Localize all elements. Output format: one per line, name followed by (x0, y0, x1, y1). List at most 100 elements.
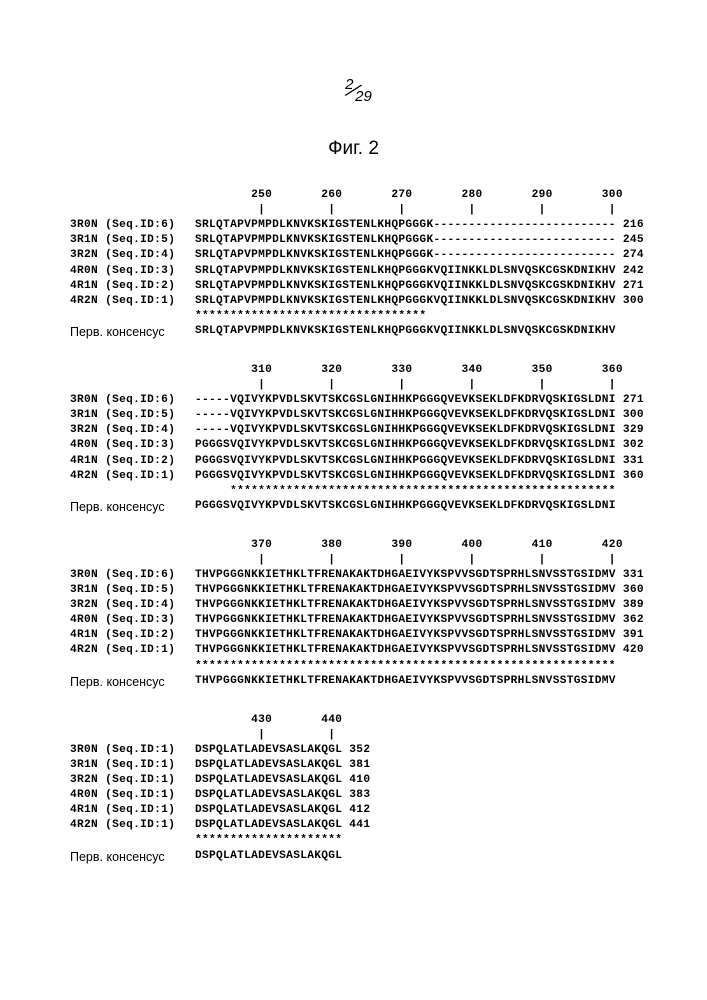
sequence-row: 3R1N (Seq.ID:5)-----VQIVYKPVDLSKVTSKCGSL… (70, 408, 637, 423)
consensus-stars: ********************* (70, 833, 637, 848)
alignment-block: 430 440 | |3R0N (Seq.ID:1)DSPQLATLADEVSA… (70, 713, 637, 866)
sequence-label: 3R2N (Seq.ID:1) (70, 773, 195, 788)
consensus-stars: ****************************************… (70, 659, 637, 674)
sequence-row: 3R2N (Seq.ID:1)DSPQLATLADEVSASLAKQGL 410 (70, 773, 637, 788)
sequence-label: 4R1N (Seq.ID:2) (70, 279, 195, 294)
sequence-text: SRLQTAPVPMPDLKNVKSKIGSTENLKHQPGGGKVQIINK… (195, 264, 644, 279)
consensus-row: Перв. консенсус THVPGGGNKKIETHKLTFRENAKA… (70, 674, 637, 691)
sequence-text: THVPGGGNKKIETHKLTFRENAKAKTDHGAEIVYKSPVVS… (195, 628, 644, 643)
sequence-label: 4R0N (Seq.ID:3) (70, 438, 195, 453)
sequence-label: 4R2N (Seq.ID:1) (70, 294, 195, 309)
consensus-sequence: THVPGGGNKKIETHKLTFRENAKAKTDHGAEIVYKSPVVS… (195, 674, 616, 691)
ruler-numbers: 370 380 390 400 410 420 (70, 538, 637, 553)
sequence-label: 3R2N (Seq.ID:4) (70, 598, 195, 613)
ruler-ticks: | | | | | | (70, 378, 637, 393)
consensus-row: Перв. консенсус DSPQLATLADEVSASLAKQGL (70, 849, 637, 866)
sequence-text: DSPQLATLADEVSASLAKQGL 410 (195, 773, 370, 788)
sequence-text: DSPQLATLADEVSASLAKQGL 352 (195, 743, 370, 758)
sequence-text: DSPQLATLADEVSASLAKQGL 381 (195, 758, 370, 773)
sequence-row: 4R0N (Seq.ID:3)THVPGGGNKKIETHKLTFRENAKAK… (70, 613, 637, 628)
sequence-row: 4R0N (Seq.ID:3)PGGGSVQIVYKPVDLSKVTSKCGSL… (70, 438, 637, 453)
sequence-row: 4R2N (Seq.ID:1)PGGGSVQIVYKPVDLSKVTSKCGSL… (70, 469, 637, 484)
sequence-text: -----VQIVYKPVDLSKVTSKCGSLGNIHHKPGGGQVEVK… (195, 408, 644, 423)
sequence-row: 4R1N (Seq.ID:2)THVPGGGNKKIETHKLTFRENAKAK… (70, 628, 637, 643)
sequence-label: 3R2N (Seq.ID:4) (70, 423, 195, 438)
sequence-label: 4R1N (Seq.ID:2) (70, 628, 195, 643)
sequence-row: 3R2N (Seq.ID:4)-----VQIVYKPVDLSKVTSKCGSL… (70, 423, 637, 438)
sequence-text: SRLQTAPVPMPDLKNVKSKIGSTENLKHQPGGGK------… (195, 218, 644, 233)
sequence-text: PGGGSVQIVYKPVDLSKVTSKCGSLGNIHHKPGGGQVEVK… (195, 469, 644, 484)
sequence-row: 3R0N (Seq.ID:6)SRLQTAPVPMPDLKNVKSKIGSTEN… (70, 218, 637, 233)
consensus-sequence: PGGGSVQIVYKPVDLSKVTSKCGSLGNIHHKPGGGQVEVK… (195, 499, 616, 516)
page: 2 ∕ 29 Фиг. 2 250 260 270 280 290 300 | … (0, 0, 707, 1000)
sequence-label: 4R2N (Seq.ID:1) (70, 469, 195, 484)
sequence-row: 4R1N (Seq.ID:1)DSPQLATLADEVSASLAKQGL 412 (70, 803, 637, 818)
consensus-sequence: DSPQLATLADEVSASLAKQGL (195, 849, 342, 866)
consensus-row: Перв. консенсус PGGGSVQIVYKPVDLSKVTSKCGS… (70, 499, 637, 516)
sequence-label: 4R0N (Seq.ID:1) (70, 788, 195, 803)
sequence-label: 3R2N (Seq.ID:4) (70, 248, 195, 263)
sequence-label: 3R0N (Seq.ID:6) (70, 218, 195, 233)
ruler-numbers: 430 440 (70, 713, 637, 728)
sequence-label: 3R1N (Seq.ID:5) (70, 233, 195, 248)
ruler-numbers: 310 320 330 340 350 360 (70, 363, 637, 378)
consensus-stars: ****************************************… (70, 484, 637, 499)
figure-title: Фиг. 2 (70, 138, 637, 160)
sequence-label: 3R1N (Seq.ID:5) (70, 408, 195, 423)
page-number-fraction: 2 ∕ 29 (70, 80, 637, 108)
sequence-text: THVPGGGNKKIETHKLTFRENAKAKTDHGAEIVYKSPVVS… (195, 613, 644, 628)
sequence-text: SRLQTAPVPMPDLKNVKSKIGSTENLKHQPGGGKVQIINK… (195, 279, 644, 294)
ruler-ticks: | | (70, 728, 637, 743)
consensus-label: Перв. консенсус (70, 324, 195, 341)
sequence-text: -----VQIVYKPVDLSKVTSKCGSLGNIHHKPGGGQVEVK… (195, 393, 644, 408)
consensus-row: Перв. консенсус SRLQTAPVPMPDLKNVKSKIGSTE… (70, 324, 637, 341)
consensus-label: Перв. консенсус (70, 849, 195, 866)
sequence-row: 4R2N (Seq.ID:1)THVPGGGNKKIETHKLTFRENAKAK… (70, 643, 637, 658)
ruler-ticks: | | | | | | (70, 553, 637, 568)
sequence-row: 3R0N (Seq.ID:1)DSPQLATLADEVSASLAKQGL 352 (70, 743, 637, 758)
sequence-row: 4R1N (Seq.ID:2)SRLQTAPVPMPDLKNVKSKIGSTEN… (70, 279, 637, 294)
sequence-text: THVPGGGNKKIETHKLTFRENAKAKTDHGAEIVYKSPVVS… (195, 598, 644, 613)
sequence-label: 3R0N (Seq.ID:6) (70, 568, 195, 583)
sequence-row: 4R1N (Seq.ID:2)PGGGSVQIVYKPVDLSKVTSKCGSL… (70, 454, 637, 469)
alignment-blocks: 250 260 270 280 290 300 | | | | | |3R0N … (70, 188, 637, 865)
sequence-row: 4R2N (Seq.ID:1)DSPQLATLADEVSASLAKQGL 441 (70, 818, 637, 833)
sequence-label: 4R1N (Seq.ID:2) (70, 454, 195, 469)
sequence-label: 3R1N (Seq.ID:5) (70, 583, 195, 598)
sequence-text: THVPGGGNKKIETHKLTFRENAKAKTDHGAEIVYKSPVVS… (195, 568, 644, 583)
consensus-label: Перв. консенсус (70, 499, 195, 516)
consensus-label: Перв. консенсус (70, 674, 195, 691)
sequence-label: 3R1N (Seq.ID:1) (70, 758, 195, 773)
sequence-label: 4R2N (Seq.ID:1) (70, 643, 195, 658)
sequence-text: SRLQTAPVPMPDLKNVKSKIGSTENLKHQPGGGK------… (195, 233, 644, 248)
sequence-row: 4R2N (Seq.ID:1)SRLQTAPVPMPDLKNVKSKIGSTEN… (70, 294, 637, 309)
consensus-sequence: SRLQTAPVPMPDLKNVKSKIGSTENLKHQPGGGKVQIINK… (195, 324, 616, 341)
alignment-block: 250 260 270 280 290 300 | | | | | |3R0N … (70, 188, 637, 341)
sequence-text: DSPQLATLADEVSASLAKQGL 383 (195, 788, 370, 803)
sequence-text: PGGGSVQIVYKPVDLSKVTSKCGSLGNIHHKPGGGQVEVK… (195, 438, 644, 453)
sequence-label: 3R0N (Seq.ID:6) (70, 393, 195, 408)
sequence-row: 3R2N (Seq.ID:4)SRLQTAPVPMPDLKNVKSKIGSTEN… (70, 248, 637, 263)
sequence-label: 4R0N (Seq.ID:3) (70, 264, 195, 279)
alignment-block: 310 320 330 340 350 360 | | | | | |3R0N … (70, 363, 637, 516)
ruler-numbers: 250 260 270 280 290 300 (70, 188, 637, 203)
sequence-row: 3R0N (Seq.ID:6)THVPGGGNKKIETHKLTFRENAKAK… (70, 568, 637, 583)
sequence-row: 3R2N (Seq.ID:4)THVPGGGNKKIETHKLTFRENAKAK… (70, 598, 637, 613)
sequence-label: 4R2N (Seq.ID:1) (70, 818, 195, 833)
alignment-block: 370 380 390 400 410 420 | | | | | |3R0N … (70, 538, 637, 691)
sequence-label: 4R1N (Seq.ID:1) (70, 803, 195, 818)
sequence-text: PGGGSVQIVYKPVDLSKVTSKCGSLGNIHHKPGGGQVEVK… (195, 454, 644, 469)
sequence-row: 3R0N (Seq.ID:6)-----VQIVYKPVDLSKVTSKCGSL… (70, 393, 637, 408)
fraction-denominator: 29 (355, 88, 372, 105)
sequence-text: SRLQTAPVPMPDLKNVKSKIGSTENLKHQPGGGK------… (195, 248, 644, 263)
sequence-text: DSPQLATLADEVSASLAKQGL 412 (195, 803, 370, 818)
sequence-row: 3R1N (Seq.ID:5)THVPGGGNKKIETHKLTFRENAKAK… (70, 583, 637, 598)
sequence-row: 3R1N (Seq.ID:1)DSPQLATLADEVSASLAKQGL 381 (70, 758, 637, 773)
consensus-stars: ********************************* (70, 309, 637, 324)
sequence-text: THVPGGGNKKIETHKLTFRENAKAKTDHGAEIVYKSPVVS… (195, 583, 644, 598)
sequence-text: SRLQTAPVPMPDLKNVKSKIGSTENLKHQPGGGKVQIINK… (195, 294, 644, 309)
sequence-text: THVPGGGNKKIETHKLTFRENAKAKTDHGAEIVYKSPVVS… (195, 643, 644, 658)
sequence-row: 4R0N (Seq.ID:1)DSPQLATLADEVSASLAKQGL 383 (70, 788, 637, 803)
sequence-label: 3R0N (Seq.ID:1) (70, 743, 195, 758)
ruler-ticks: | | | | | | (70, 203, 637, 218)
